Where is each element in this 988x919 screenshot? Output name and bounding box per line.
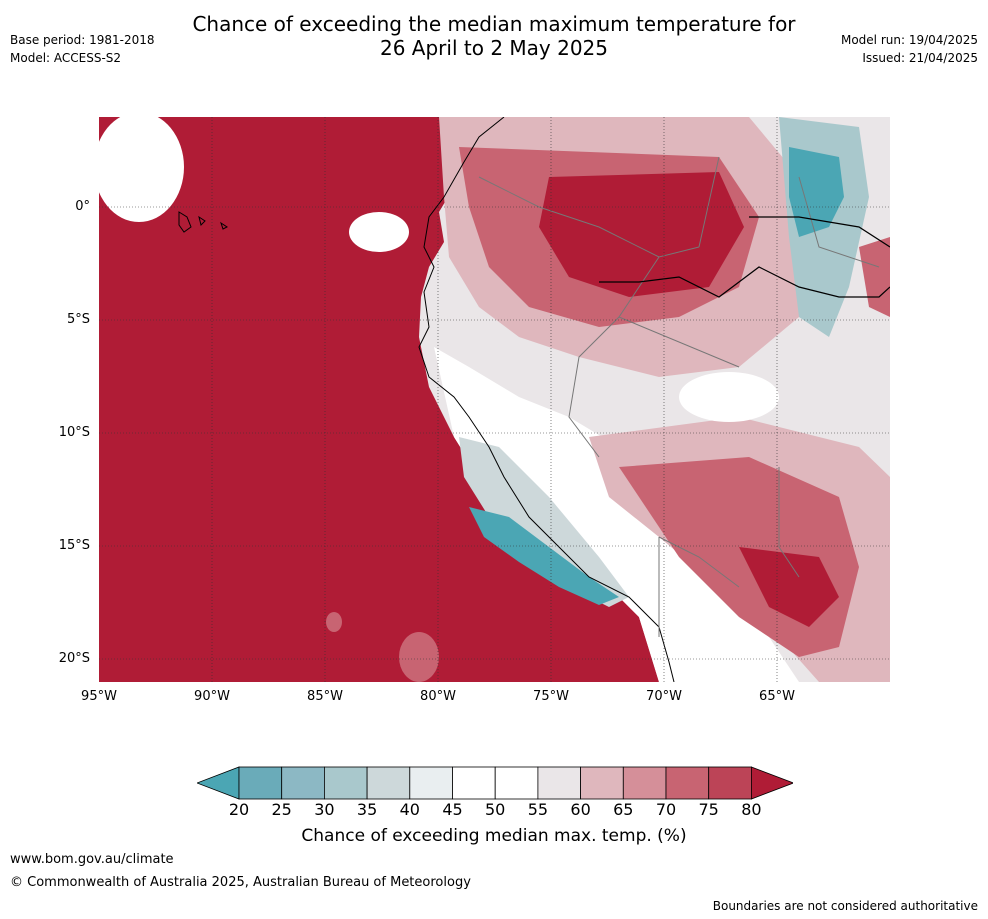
east-red-strip (859, 237, 890, 317)
colorbar-tick-label: 40 (399, 800, 420, 819)
colorbar-segment (366, 766, 411, 800)
footer-url: www.bom.gov.au/climate (10, 852, 174, 867)
colorbar-segment (452, 766, 496, 800)
colorbar-segment (238, 766, 283, 800)
base-period-label: Base period: 1981-2018 (10, 33, 155, 47)
colorbar-segment (665, 766, 710, 800)
graticule (99, 117, 890, 682)
amazon-river (599, 266, 890, 298)
model-run-label: Model run: 19/04/2025 (840, 33, 978, 47)
northeast-blue-dark (789, 147, 844, 237)
offshore-pink-spot (399, 632, 439, 682)
model-label: Model: ACCESS-S2 (10, 51, 122, 65)
lon-label-75w: 75°W (533, 689, 569, 704)
colorbar-tick-label: 55 (527, 800, 549, 819)
northern-coast (749, 216, 890, 248)
lon-label-70w: 70°W (646, 689, 682, 704)
lat-label-15s: 15°S (58, 538, 90, 553)
lon-label-95w: 95°W (81, 689, 117, 704)
border-lines (478, 156, 880, 637)
lat-label-0: 0° (75, 199, 90, 214)
colorbar-tick-label: 50 (485, 800, 506, 819)
colorbar-extend-low (195, 766, 240, 800)
coastline (418, 117, 675, 682)
colorbar-tick-label: 65 (613, 800, 634, 819)
lon-label-80w: 80°W (420, 689, 456, 704)
galapagos-white (99, 117, 184, 222)
colorbar-segment (537, 766, 581, 800)
header-right-meta: Model run: 19/04/2025 Issued: 21/04/2025 (841, 31, 978, 67)
colorbar-segment (580, 766, 624, 800)
central-white-patch (679, 372, 779, 422)
lat-label-10s: 10°S (58, 425, 90, 440)
lat-label-5s: 5°S (66, 312, 90, 327)
north-dark-zone (539, 172, 744, 297)
lat-label-20s: 20°S (58, 651, 90, 666)
map-canvas (99, 117, 890, 682)
colorbar-segment (708, 766, 752, 800)
colorbar-tick-label: 30 (314, 800, 335, 819)
south-dark-zone (739, 547, 839, 627)
coastal-white-band (434, 347, 799, 682)
title-line-2: 26 April to 2 May 2025 (380, 36, 608, 60)
galapagos-islands (178, 211, 228, 233)
colorbar-title-text: Chance of exceeding median max. temp. (%… (301, 826, 687, 846)
map-title: Chance of exceeding the median maximum t… (0, 12, 988, 60)
colorbar-tick-label: 25 (271, 800, 292, 819)
colorbar-title: Chance of exceeding median max. temp. (%… (0, 826, 988, 846)
colorbar-tick-label: 70 (655, 800, 677, 819)
footer-copyright: © Commonwealth of Australia 2025, Austra… (10, 875, 471, 890)
lon-label-85w: 85°W (307, 689, 343, 704)
offshore-pink-small (326, 612, 342, 632)
colorbar-tick-label: 20 (228, 800, 250, 819)
colorbar-tick-label: 75 (698, 800, 719, 819)
colorbar (195, 766, 795, 804)
lon-label-90w: 90°W (194, 689, 230, 704)
issued-label: Issued: 21/04/2025 (862, 51, 978, 65)
footer-disclaimer: Boundaries are not considered authoritat… (712, 899, 978, 913)
colorbar-tick-label: 60 (570, 800, 591, 819)
colorbar-tick-label: 80 (741, 800, 762, 819)
colorbar-extend-high (751, 766, 795, 800)
lon-label-65w: 65°W (759, 689, 795, 704)
header-left-meta: Base period: 1981-2018 Model: ACCESS-S2 (10, 31, 155, 67)
offshore-white (349, 212, 409, 252)
colorbar-segment (494, 766, 539, 800)
forecast-map (99, 117, 890, 682)
colorbar-segment (409, 766, 453, 800)
coastal-blue-dark (469, 507, 619, 605)
colorbar-segment (324, 766, 368, 800)
coastal-blue-light (459, 437, 629, 607)
colorbar-tick-label: 45 (442, 800, 463, 819)
colorbar-svg (195, 766, 795, 800)
colorbar-segment (622, 766, 667, 800)
title-line-1: Chance of exceeding the median maximum t… (192, 12, 796, 36)
colorbar-segment (281, 766, 325, 800)
colorbar-tick-label: 35 (356, 800, 378, 819)
